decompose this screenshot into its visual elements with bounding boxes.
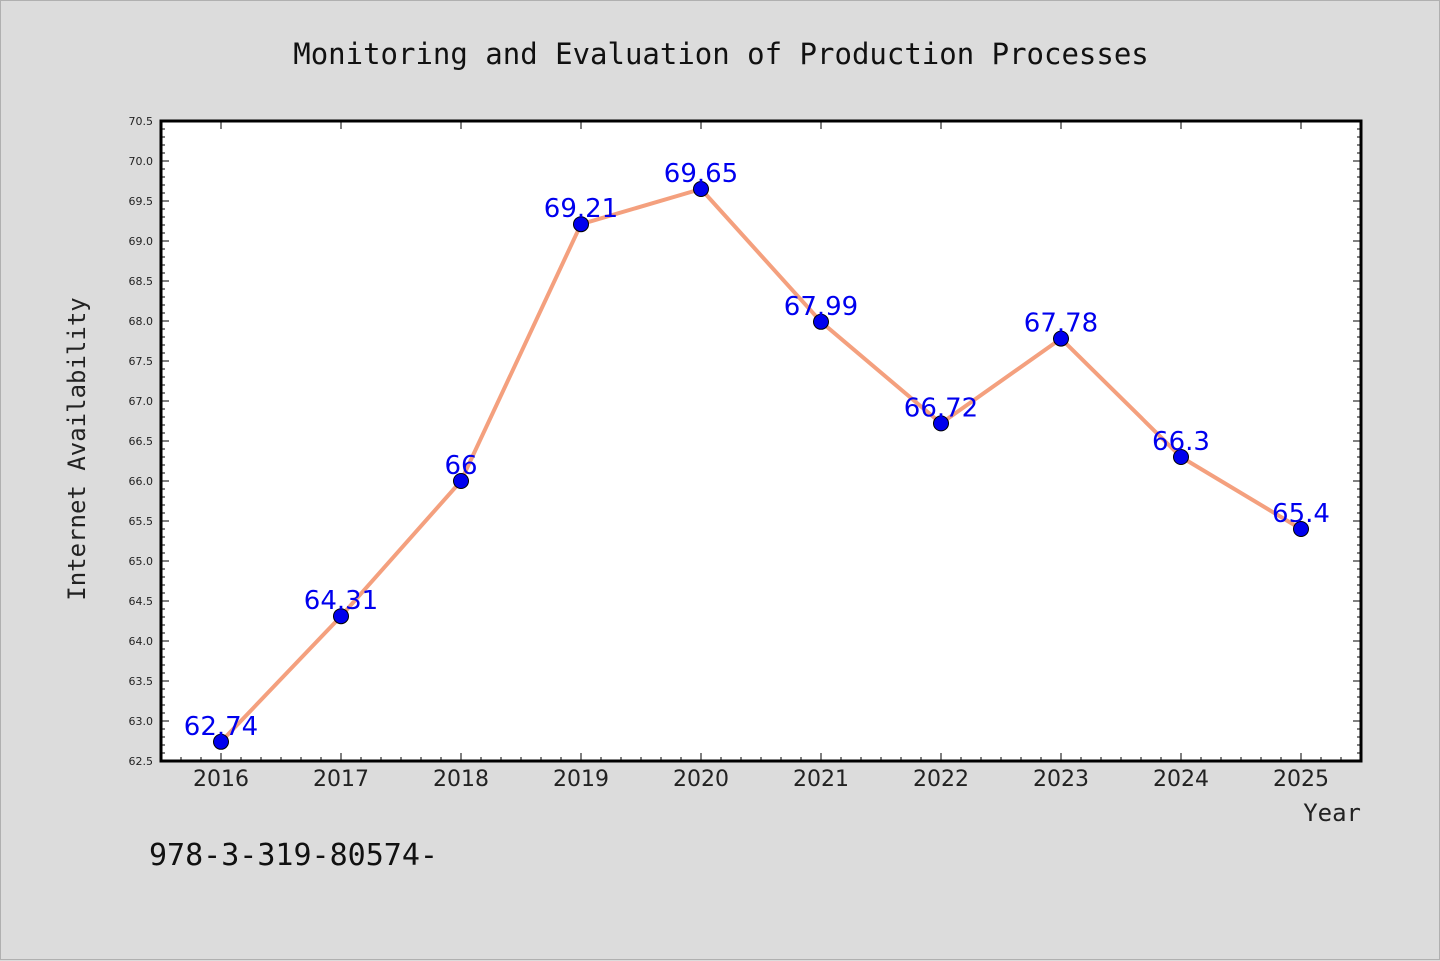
y-tick-label: 70.5 xyxy=(129,115,154,128)
y-tick-label: 66.0 xyxy=(129,475,154,488)
x-tick-label: 2016 xyxy=(193,767,249,792)
data-label: 65.4 xyxy=(1272,499,1330,529)
y-tick-label: 64.5 xyxy=(129,595,154,608)
y-tick-label: 65.5 xyxy=(129,515,154,528)
series-line xyxy=(219,187,1303,744)
data-point-marker xyxy=(573,216,589,233)
x-tick-label: 2024 xyxy=(1153,767,1209,792)
chart-title: Monitoring and Evaluation of Production … xyxy=(293,37,1149,71)
x-axis: 2016 2017 2018 2019 2020 2021 2022 2023 2024 2025 xyxy=(180,121,1342,792)
data-label: 66.72 xyxy=(904,393,978,423)
x-tick-label: 2022 xyxy=(913,767,969,792)
data-labels: 62.74 64.31 66 69.21 69.65 67.99 66.72 67.78 66.… xyxy=(184,159,1330,742)
y-axis: 62.5 63.0 63.5 64.0 64.5 65.0 65.5 66.0 66.5 67.0… xyxy=(129,115,1361,768)
y-tick-label: 67.0 xyxy=(129,395,154,408)
y-tick-label: 68.5 xyxy=(129,275,154,288)
data-point-marker xyxy=(1053,330,1069,347)
data-label: 66.3 xyxy=(1152,427,1210,457)
x-tick-label: 2019 xyxy=(553,767,609,792)
x-tick-label: 2017 xyxy=(313,767,369,792)
data-label: 69.65 xyxy=(664,159,738,189)
x-axis-label: Year xyxy=(1303,799,1361,827)
y-tick-label: 69.0 xyxy=(129,235,154,248)
y-axis-label: Internet Availability xyxy=(63,297,91,600)
x-tick-label: 2021 xyxy=(793,767,849,792)
data-point-marker xyxy=(1173,449,1189,465)
data-point-marker xyxy=(813,313,829,330)
y-tick-label: 66.5 xyxy=(129,435,154,448)
y-tick-label: 69.5 xyxy=(129,195,154,208)
y-tick-label: 63.5 xyxy=(129,675,154,688)
y-tick-label: 67.5 xyxy=(129,355,154,368)
y-tick-label: 70.0 xyxy=(129,155,154,168)
data-label: 66 xyxy=(444,451,477,481)
data-point-marker xyxy=(213,733,229,750)
data-point-marker xyxy=(1293,521,1309,537)
x-tick-label: 2025 xyxy=(1273,767,1329,792)
x-tick-label: 2023 xyxy=(1033,767,1089,792)
data-label: 69.21 xyxy=(544,194,618,224)
data-point-marker xyxy=(693,181,709,197)
data-label: 62.74 xyxy=(184,712,258,742)
data-point-marker xyxy=(453,473,469,489)
data-point-marker xyxy=(933,415,949,432)
plot-area xyxy=(159,119,1363,763)
data-label: 67.99 xyxy=(784,292,858,322)
y-tick-label: 64.0 xyxy=(129,635,154,648)
data-markers xyxy=(213,181,1309,750)
data-point-marker xyxy=(333,608,349,625)
y-tick-label: 65.0 xyxy=(129,555,154,568)
y-tick-label: 62.5 xyxy=(129,755,154,768)
data-label: 67.78 xyxy=(1024,309,1098,339)
y-tick-label: 63.0 xyxy=(129,715,154,728)
x-tick-label: 2018 xyxy=(433,767,489,792)
isbn-footer-text: 978-3-319-80574- xyxy=(149,838,438,873)
y-tick-label: 68.0 xyxy=(129,315,154,328)
data-label: 64.31 xyxy=(304,586,378,616)
x-tick-label: 2020 xyxy=(673,767,729,792)
